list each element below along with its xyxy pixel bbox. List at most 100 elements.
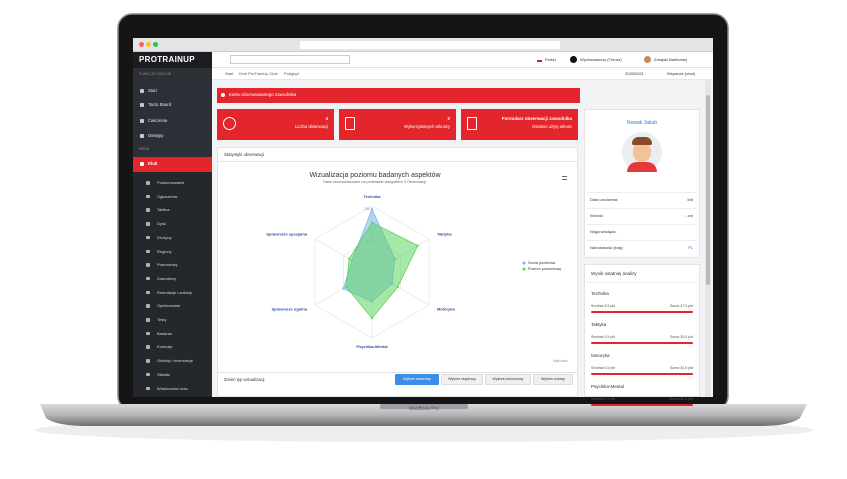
submenu-item[interactable]: Ogłoszenia [157,193,178,199]
menu-item-active[interactable]: Klub [148,161,158,166]
submenu-item[interactable]: Regiony [157,248,172,254]
submenu-item[interactable]: Testy [157,317,167,322]
analysis-bar [591,373,693,375]
category-label: Psychika-Mental [356,344,387,349]
chart-type-label[interactable]: Wykres kołowy [541,377,565,381]
divider [587,240,697,241]
avatar-face [633,141,651,162]
submenu-item[interactable]: Rekrutacje i ankiety [157,289,192,295]
menu-icon [140,119,144,123]
card-icon [345,117,355,130]
scroll-thumb [706,95,710,285]
panel-header [217,147,578,162]
window-button[interactable] [153,42,158,47]
menu-icon [146,276,150,281]
season[interactable]: 2020/2021 [625,71,644,76]
menu-item[interactable]: Start [148,88,157,93]
menu-icon [146,222,150,226]
avatar [644,56,651,63]
submenu-item[interactable]: Wiadomości mas. [157,385,189,391]
submenu-item[interactable]: Opiekunowie [157,303,181,309]
chart-type-label[interactable]: Wykres kolumnowy [492,377,524,381]
analysis-bar [591,342,693,344]
menu-icon [146,318,150,322]
menu-icon [140,89,144,93]
field-label: Noga wiodąca: [590,229,617,234]
user[interactable]: Zdrajski Bartłomiej [654,57,687,62]
analysis-name: Taktyka [591,322,607,327]
stat-card[interactable] [339,109,456,140]
menu-item[interactable]: Tactic Board [148,102,172,107]
submenu-item[interactable]: Obiekty i rezerwacje [157,358,194,364]
chart-type-label[interactable]: Wykres słupkowy [448,377,476,381]
legend-label: Poziom procentowy [528,267,561,271]
submenu-item[interactable]: Drużyny [157,234,172,240]
window-button[interactable] [146,42,151,47]
series-point [370,208,374,211]
menu-item[interactable]: Dostępy [148,133,164,138]
analysis-avg: Średnia 5.5 pkt [591,304,616,308]
field-label: Narodowość (kraj): [590,245,624,250]
submenu-item[interactable]: Tablica [157,207,170,213]
analysis-sum: Suma 47.5 pkt [669,304,693,308]
divider [587,224,697,225]
menu-icon [140,162,144,166]
chart-subtitle: Dane skonsolidowane na podstawie wszystk… [323,180,427,184]
support[interactable]: Wsparcie (chat) [667,71,696,76]
category-label: Sprawność specjalna [266,232,307,237]
search-box[interactable] [230,55,350,64]
category-label: Sprawność ogólna [271,307,307,312]
menu-item[interactable]: Ćwiczenia [148,118,168,123]
submenu-item[interactable]: Kontuzje [157,344,173,350]
series-point [370,221,374,224]
menu-icon [146,304,150,308]
chart-menu[interactable] [562,176,567,180]
address-bar[interactable] [300,41,560,49]
field-value: - cm [685,213,693,218]
field-label: Data urodzenia: [590,197,619,202]
chart-type-button[interactable] [395,374,439,385]
submenu-item[interactable]: Składki [157,371,170,377]
menu-icon [146,235,150,240]
laptop-label: MacBook Pro [408,406,440,412]
category-label: Motoryka [437,307,456,312]
breadcrumb-item[interactable]: Klub ProTrainUp Club [239,71,278,76]
menu-icon [140,103,144,107]
stat-card[interactable] [217,109,334,140]
chart-type-button[interactable] [441,374,483,385]
window-button[interactable] [139,42,144,47]
submenu-item[interactable]: Podsumowanie [157,180,185,185]
submenu-item[interactable]: Badania [157,330,172,336]
analysis-bar [591,404,693,406]
submenu-item[interactable]: Dysk [157,221,166,227]
breadcrumb-item[interactable]: Start [225,71,234,76]
profile-name[interactable]: Nowak Jakub [626,120,658,126]
category-label: Technika [363,194,381,199]
field-value: PL [688,245,693,250]
language[interactable]: Polski [545,57,556,62]
card-icon [467,117,477,130]
menu-icon [146,372,150,377]
club[interactable]: Wychowawczy (Trener) [580,57,622,62]
menu-icon [146,249,150,253]
analysis-sum: Suma 35.5 pkt [669,335,693,339]
submenu-item[interactable]: Pracownicy [157,262,178,268]
analysis-sum: Suma 35.5 pkt [669,397,693,401]
legend-symbol [522,267,526,271]
series-point [396,285,399,288]
legend-symbol [522,261,526,265]
chart-type-button[interactable] [485,374,531,385]
title-icon [221,93,225,97]
card-value: 2 [447,116,450,121]
logo: PROTRAINUP [139,55,195,64]
chart-type-label[interactable]: Wykres radarowy [403,377,431,381]
menu-icon [146,263,150,267]
submenu-item[interactable]: Zawodnicy [157,275,177,281]
breadcrumb-bar [212,68,713,80]
chart-type-button[interactable] [533,374,573,385]
card-icon [223,117,236,130]
analysis-title: Wynik ostatniej analizy [591,271,637,276]
stat-card[interactable] [461,109,578,140]
menu-icon [146,386,150,390]
